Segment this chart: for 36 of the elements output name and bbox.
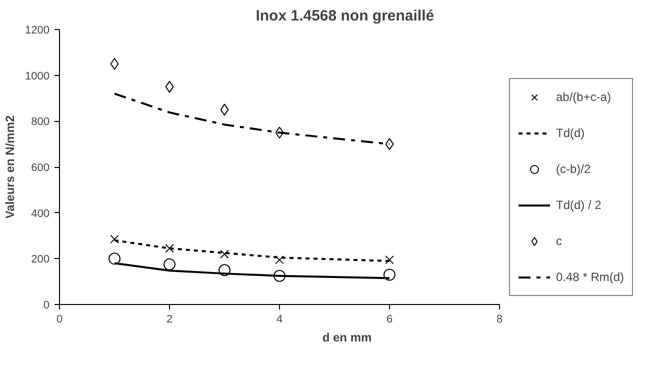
- point: [220, 250, 229, 258]
- legend-label: 0.48 * Rm(d): [556, 270, 624, 284]
- y-tick-label: 800: [31, 116, 50, 128]
- point: [275, 255, 284, 264]
- y-tick-label: 600: [31, 162, 50, 174]
- x-tick-label: 2: [166, 314, 173, 326]
- point: [165, 244, 174, 253]
- point: [218, 264, 230, 276]
- y-tick-label: 1200: [25, 24, 50, 36]
- y-axis-title: Valeurs en N/mm2: [3, 114, 18, 219]
- legend-label: Td(d): [556, 126, 585, 140]
- y-tick-label: 400: [31, 208, 50, 220]
- point: [384, 268, 396, 281]
- point: [165, 80, 174, 93]
- point: [164, 258, 176, 270]
- x-tick-label: 0: [56, 314, 63, 326]
- legend-label: c: [556, 234, 563, 248]
- x-tick-label: 8: [496, 314, 503, 326]
- point: [385, 255, 394, 264]
- point: [275, 126, 284, 139]
- y-tick-label: 200: [31, 254, 50, 266]
- legend-label: ab/(b+c-a): [556, 90, 612, 104]
- point: [274, 270, 286, 282]
- legend-label: Td(d) / 2: [556, 198, 602, 212]
- point: [108, 252, 120, 265]
- chart-title: Inox 1.4568 non grenaillé: [256, 8, 434, 24]
- point: [110, 234, 119, 244]
- point: [110, 58, 119, 70]
- x-axis-title: d en mm: [322, 330, 372, 344]
- point: [385, 138, 394, 150]
- point: [220, 104, 229, 116]
- x-tick-label: 4: [276, 314, 283, 326]
- x-tick-label: 6: [386, 314, 393, 326]
- y-tick-label: 0: [43, 300, 50, 312]
- y-tick-label: 1000: [25, 70, 50, 82]
- legend-label: (c-b)/2: [556, 162, 591, 176]
